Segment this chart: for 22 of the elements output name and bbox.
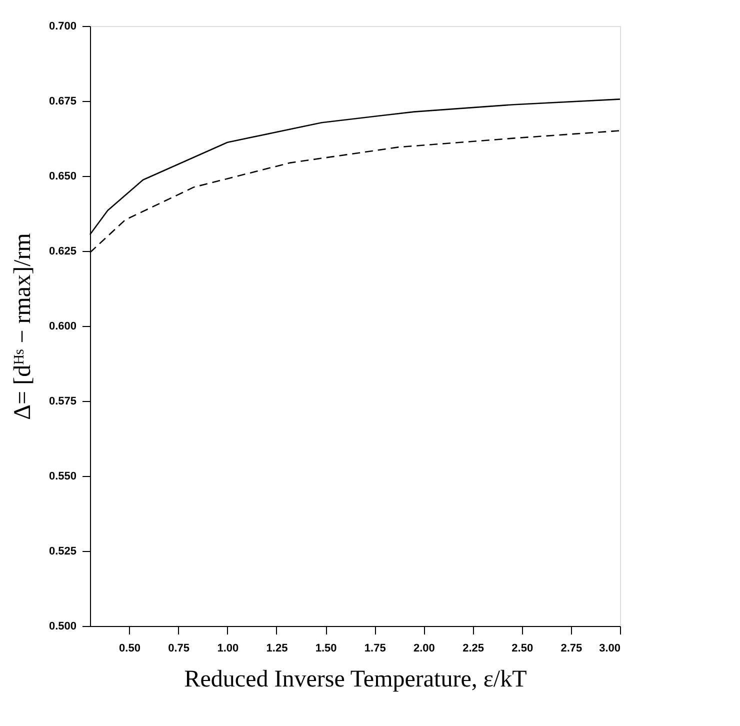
x-tick-label: 3.00 (599, 642, 620, 654)
y-tick-label: 0.650 (48, 170, 76, 182)
x-axis-title: Reduced Inverse Temperature, ε/kT (184, 666, 528, 692)
y-tick-label: 0.575 (48, 396, 76, 408)
x-tick-label: 0.75 (168, 642, 190, 654)
y-axis-title: Δ= [dᴴˢ − rmax]/rm (10, 232, 36, 420)
x-tick-label: 2.00 (413, 642, 435, 654)
x-tick-label: 2.25 (462, 642, 484, 654)
x-tick-label: 2.50 (512, 642, 534, 654)
x-tick-label: 1.75 (364, 642, 386, 654)
y-tick-label: 0.700 (48, 20, 76, 32)
y-tick-label: 0.675 (48, 96, 76, 108)
x-tick-label: 1.25 (266, 642, 288, 654)
y-tick-label: 0.600 (48, 320, 76, 332)
x-tick-label: 1.00 (217, 642, 239, 654)
y-tick-label: 0.525 (48, 546, 76, 558)
y-tick-label: 0.500 (48, 620, 76, 632)
x-tick-label: 2.75 (560, 642, 582, 654)
y-tick-label: 0.625 (48, 246, 76, 258)
x-tick-label: 0.50 (119, 642, 140, 654)
x-tick-label: 1.50 (315, 642, 337, 654)
y-tick-label: 0.550 (48, 470, 76, 482)
